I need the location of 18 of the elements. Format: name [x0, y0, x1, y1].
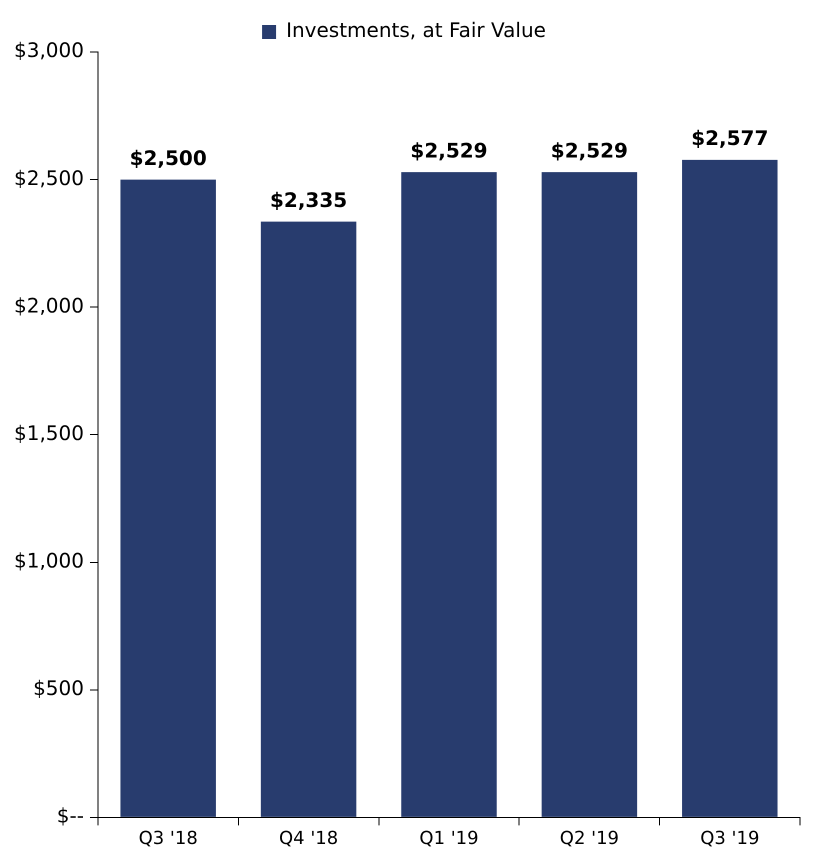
x-tick-label: Q4 '18	[278, 828, 338, 849]
data-label: $2,529	[550, 138, 628, 162]
x-tick-label: Q3 '18	[138, 828, 198, 849]
data-label: $2,335	[270, 188, 348, 212]
x-tick-label: Q2 '19	[560, 828, 619, 849]
y-tick-label: $1,500	[14, 420, 84, 445]
data-label: $2,577	[691, 126, 768, 150]
y-tick-label: $2,500	[14, 166, 84, 190]
x-tick-label: Q3 '19	[700, 828, 760, 849]
y-tick-label: $2,000	[14, 293, 84, 318]
legend-label: Investments, at Fair Value	[286, 18, 546, 42]
y-tick-label: $3,000	[14, 38, 84, 62]
data-label: $2,500	[130, 146, 207, 170]
y-tick-label: $--	[56, 804, 84, 828]
x-tick-label: Q1 '19	[419, 828, 479, 849]
y-tick-label: $500	[33, 676, 84, 700]
data-label: $2,529	[410, 138, 488, 162]
y-tick-label: $1,000	[14, 548, 84, 572]
